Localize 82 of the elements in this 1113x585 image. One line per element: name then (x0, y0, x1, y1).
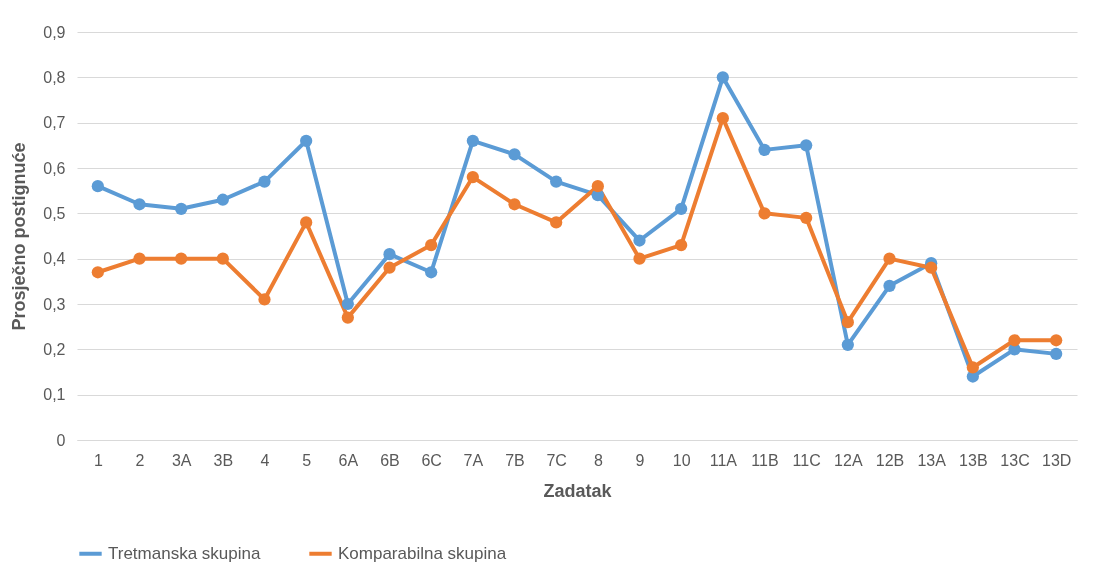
point (675, 202, 688, 215)
point (841, 316, 854, 329)
point (633, 234, 646, 247)
x-tick-label: 7B (505, 451, 525, 469)
point (508, 148, 521, 161)
x-tick-label: 6C (421, 451, 442, 469)
y-tick-label: 0,6 (43, 159, 66, 177)
x-tick-label: 5 (302, 451, 312, 469)
point (216, 252, 229, 265)
point (300, 216, 313, 229)
point (716, 112, 729, 125)
x-tick-label: 1 (93, 451, 103, 469)
point (91, 266, 104, 279)
point (966, 361, 979, 374)
legend-label: Tretmanska skupina (108, 543, 261, 563)
point (800, 211, 813, 224)
point (1050, 347, 1063, 360)
point (425, 238, 438, 252)
x-tick-label: 8 (593, 451, 603, 469)
point (133, 252, 146, 265)
point (925, 261, 938, 274)
point (1008, 334, 1021, 347)
point (91, 180, 104, 193)
point (675, 238, 688, 252)
point (800, 139, 813, 152)
y-tick-label: 0,3 (43, 295, 66, 313)
x-tick-label: 6B (380, 451, 400, 469)
x-tick-label: 11B (751, 451, 779, 469)
y-tick-label: 0,7 (43, 114, 66, 132)
x-tick-label: 10 (672, 451, 691, 469)
point (1050, 334, 1063, 347)
x-tick-label: 11C (792, 451, 821, 469)
y-tick-label: 0,2 (43, 340, 66, 358)
x-axis-title: Zadatak (543, 480, 613, 501)
y-tick-label: 0,1 (43, 386, 66, 404)
x-tick-label: 4 (260, 451, 270, 469)
y-tick-label: 0,5 (43, 204, 66, 222)
point (883, 252, 896, 265)
legend-label: Komparabilna skupina (338, 543, 507, 563)
x-tick-label: 2 (135, 451, 145, 469)
y-axis-title: Prosječno postignuće (9, 142, 30, 331)
y-tick-label: 0,4 (43, 250, 66, 268)
point (591, 180, 604, 193)
x-tick-label: 11A (709, 451, 738, 469)
point (883, 279, 896, 292)
point (216, 193, 229, 206)
x-tick-label: 12A (834, 451, 863, 469)
x-tick-label: 3B (213, 451, 234, 469)
point (383, 248, 396, 261)
point (133, 198, 146, 211)
y-tick-label: 0,9 (43, 23, 66, 41)
point (258, 293, 271, 306)
point (175, 252, 188, 265)
point (550, 175, 563, 188)
point (758, 207, 771, 220)
x-tick-label: 7C (546, 451, 567, 469)
point (466, 134, 479, 147)
point (758, 143, 771, 156)
point (841, 338, 854, 351)
y-tick-label: 0 (56, 431, 66, 449)
point (508, 198, 521, 211)
x-tick-label: 3A (171, 451, 192, 469)
y-tick-label: 0,8 (43, 68, 66, 86)
point (341, 297, 354, 311)
point (341, 311, 354, 324)
x-tick-label: 12B (875, 451, 905, 469)
point (550, 216, 563, 229)
point (258, 175, 271, 188)
point (466, 170, 479, 184)
x-tick-label: 13A (917, 451, 947, 469)
point (175, 202, 188, 215)
x-tick-label: 9 (635, 451, 645, 469)
x-tick-label: 13B (959, 451, 988, 469)
x-tick-label: 6A (338, 451, 359, 469)
point (383, 261, 396, 274)
point (425, 266, 438, 279)
point (300, 134, 313, 147)
point (633, 252, 646, 265)
point (716, 71, 729, 84)
x-tick-label: 7A (463, 451, 484, 469)
x-tick-label: 13D (1041, 451, 1072, 469)
x-tick-label: 13C (1000, 451, 1030, 469)
